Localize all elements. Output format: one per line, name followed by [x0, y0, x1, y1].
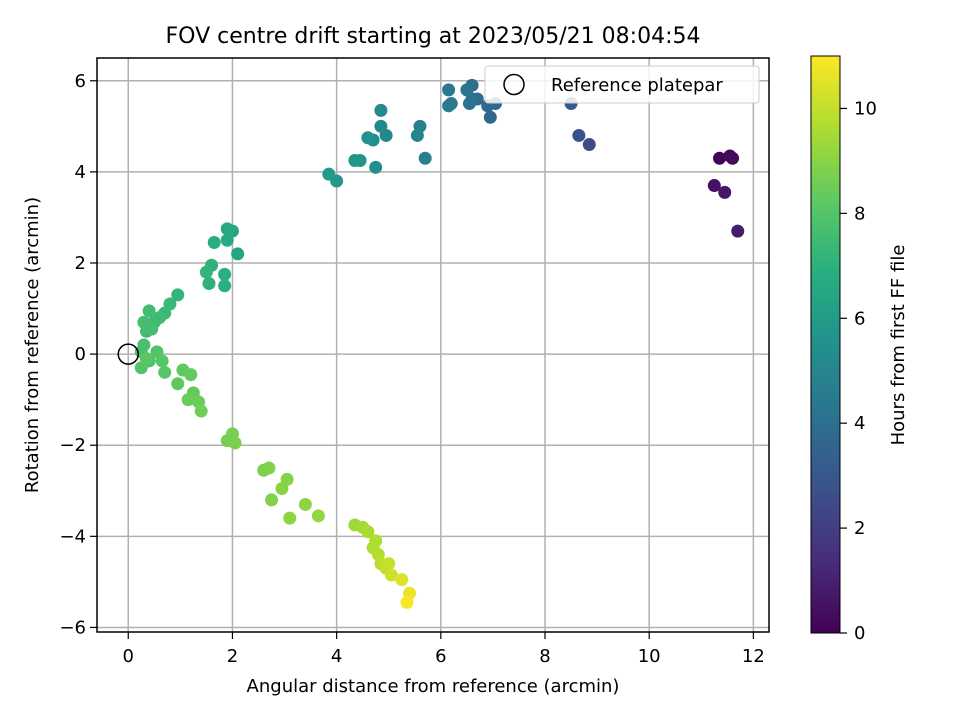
colorbar-tick-label: 0	[854, 623, 865, 644]
x-axis-ticks: 0 2 4 6 8 10 12	[123, 632, 765, 667]
data-point	[171, 377, 185, 391]
data-point	[442, 99, 456, 113]
y-tick-label: 6	[75, 71, 86, 92]
legend-reference-marker	[503, 73, 525, 96]
colorbar-tick-label: 8	[854, 203, 865, 224]
data-point	[322, 167, 336, 181]
y-tick-label: 2	[75, 253, 86, 274]
reference-marker-layer	[117, 343, 140, 365]
data-point	[181, 393, 195, 407]
data-point	[265, 493, 279, 507]
data-point	[218, 279, 232, 293]
grid	[97, 58, 769, 632]
y-tick-label: 0	[75, 344, 86, 365]
data-point	[572, 128, 586, 142]
data-point	[199, 265, 213, 279]
x-tick-label: 8	[539, 646, 550, 667]
data-point	[361, 131, 375, 145]
x-tick-label: 2	[227, 646, 238, 667]
data-point	[171, 288, 185, 302]
y-tick-label: −6	[59, 617, 86, 638]
legend-box	[484, 65, 760, 104]
colorbar-tick-label: 2	[854, 518, 865, 539]
data-point	[395, 573, 409, 587]
x-axis-title: Angular distance from reference (arcmin)	[247, 676, 620, 697]
data-point	[718, 185, 732, 199]
colorbar-title: Hours from first FF file	[888, 245, 909, 446]
legend-label: Reference platepar	[551, 75, 723, 96]
data-point	[369, 534, 383, 548]
colorbar: 0 2 4 6 8 10 Hours from first FF file	[810, 55, 909, 644]
data-point	[145, 322, 159, 336]
data-point	[280, 472, 294, 486]
data-point	[207, 236, 221, 249]
x-tick-label: 12	[742, 646, 765, 667]
data-point	[220, 222, 234, 236]
data-point	[262, 461, 276, 475]
data-point	[582, 138, 596, 152]
data-point	[713, 151, 727, 165]
data-point	[184, 368, 198, 382]
legend: Reference platepar	[484, 65, 760, 104]
data-point	[369, 160, 383, 174]
data-point	[410, 128, 424, 142]
data-point	[283, 511, 297, 525]
data-point	[298, 497, 312, 511]
data-point	[311, 509, 325, 523]
x-tick-label: 10	[638, 646, 661, 667]
chart-title: FOV centre drift starting at 2023/05/21 …	[166, 24, 701, 49]
data-point	[155, 354, 169, 368]
colorbar-tick-label: 10	[854, 98, 877, 119]
data-point	[374, 119, 388, 133]
y-tick-label: −2	[59, 435, 86, 456]
y-tick-label: −4	[59, 526, 86, 547]
x-tick-label: 6	[435, 646, 446, 667]
data-point	[400, 595, 414, 609]
data-point	[228, 436, 242, 450]
data-point	[158, 365, 172, 379]
colorbar-tick-label: 4	[854, 413, 865, 434]
data-point	[382, 557, 396, 571]
data-point	[361, 525, 375, 539]
data-point	[142, 304, 156, 318]
colorbar-gradient	[810, 55, 841, 634]
data-point	[483, 110, 497, 124]
data-point	[231, 247, 245, 261]
x-tick-label: 0	[123, 646, 134, 667]
data-point	[202, 277, 216, 290]
data-point	[384, 568, 398, 582]
data-points	[134, 78, 745, 609]
y-axis-ticks: −6 −4 −2 0 2 4 6	[59, 71, 97, 638]
x-tick-label: 4	[331, 646, 342, 667]
data-point	[218, 267, 232, 281]
colorbar-ticks: 0 2 4 6 8 10	[840, 98, 877, 644]
reference-marker	[117, 343, 140, 365]
data-point	[460, 83, 474, 97]
plot-frame	[96, 57, 770, 633]
data-point	[418, 151, 432, 165]
data-point	[194, 404, 208, 418]
data-point	[726, 151, 740, 165]
data-point	[139, 352, 153, 366]
y-tick-label: 4	[75, 162, 86, 183]
colorbar-tick-label: 6	[854, 308, 865, 329]
data-point	[442, 83, 456, 97]
data-point	[374, 103, 388, 117]
data-point	[707, 179, 721, 193]
data-point	[220, 233, 234, 247]
data-point	[462, 97, 476, 111]
data-point	[731, 224, 745, 238]
data-point	[348, 154, 362, 167]
y-axis-title: Rotation from reference (arcmin)	[22, 197, 43, 493]
